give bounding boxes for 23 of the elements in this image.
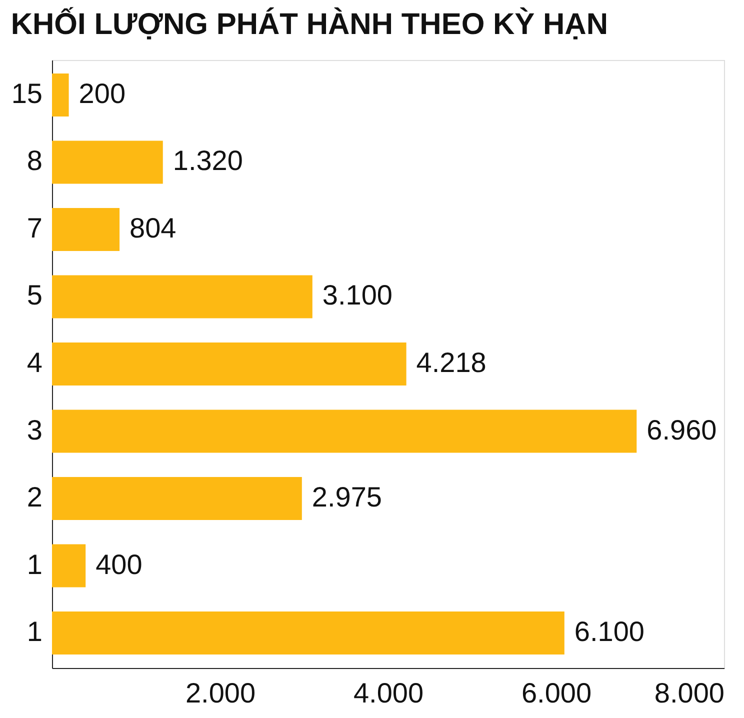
y-tick-label: 2 [26,482,42,513]
y-tick-label: 7 [26,212,42,244]
data-label: 1.320 [172,145,243,176]
x-tick-label: 8.000 [654,678,724,708]
y-tick-label: 4 [26,347,42,378]
y-tick-label: 15 [11,78,42,109]
data-label: 400 [96,548,142,580]
data-label: 804 [130,212,176,244]
data-label: 4.218 [416,347,486,378]
data-label: 200 [78,78,126,109]
x-tick-label: 4.000 [353,678,424,708]
data-label: 6.960 [646,414,717,446]
y-tick-label: 5 [26,280,42,311]
y-tick-label: 8 [26,145,42,176]
data-label: 3.100 [322,280,392,311]
x-tick-label: 2.000 [185,678,256,708]
y-tick-label: 3 [26,414,42,446]
chart-title: KHỐI LƯỢNG PHÁT HÀNH THEO KỲ HẠN [10,7,608,41]
data-label: 2.975 [312,482,382,513]
x-tick-label: 6.000 [521,678,592,708]
y-tick-label: 1 [26,548,42,580]
y-tick-label: 1 [26,616,42,648]
data-label: 6.100 [574,616,644,648]
